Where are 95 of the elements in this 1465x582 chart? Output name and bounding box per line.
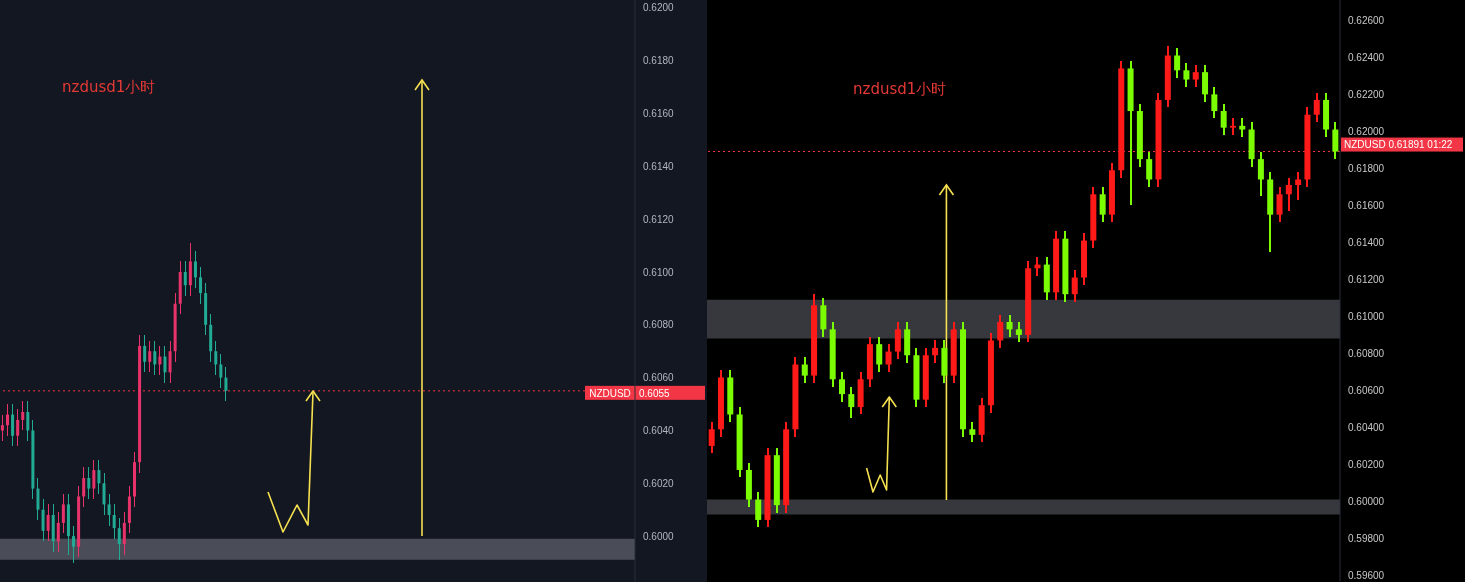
y-tick-label: 0.6120 [643,213,675,225]
y-tick-label: 0.62000 [1348,125,1385,137]
candlestick [1332,121,1339,161]
candlestick [1276,185,1283,224]
y-tick-label: 0.6040 [643,425,675,437]
candlestick [894,320,901,360]
candlestick [92,459,96,500]
candlestick [801,356,808,385]
candlestick [46,503,50,542]
candlestick [1239,117,1246,138]
y-tick-label: 0.6080 [643,319,675,331]
text: nzdusd1小时 [853,80,947,99]
y-tick-label: 0.6180 [643,55,675,67]
candlestick [21,400,25,431]
ref-line-label: NZDUSD [589,387,631,399]
candlestick [11,403,15,447]
y-tick-label: 0.60000 [1348,495,1385,507]
candlestick [107,493,111,527]
candlestick [1211,85,1218,120]
candlestick [163,345,167,384]
candlestick [112,503,116,540]
text: nzdusd1小时 [62,78,156,97]
y-tick-label: 0.61800 [1348,162,1385,174]
candlestick [969,420,976,444]
candlestick [932,339,939,364]
candlestick [1192,63,1199,88]
candlestick [122,511,126,556]
candlestick [153,340,157,376]
y-tick-label: 0.61200 [1348,273,1385,285]
candlestick [97,459,101,495]
candlestick [1257,150,1264,198]
candlestick [1099,185,1106,224]
candlestick [1174,47,1181,79]
candlestick [87,466,91,500]
candlestick [1229,117,1236,137]
y-tick-label: 0.6200 [643,2,675,14]
candlestick [1006,313,1013,338]
candlestick [26,400,30,442]
y-tick-label: 0.6060 [643,372,675,384]
candlestick [224,366,228,402]
y-tick-label: 0.62200 [1348,88,1385,100]
y-tick-label: 0.60400 [1348,421,1385,433]
candlestick [5,403,9,437]
y-tick-label: 0.60800 [1348,347,1385,359]
y-tick-label: 0.6140 [643,160,675,172]
candlestick [199,266,203,305]
y-tick-label: 0.6000 [643,530,675,542]
candlestick [117,517,121,561]
y-tick-label: 0.62600 [1348,14,1385,26]
candlestick [848,385,855,420]
candlestick [997,313,1004,349]
candlestick [72,525,76,564]
candlestick [148,340,152,373]
candlestick [839,370,845,403]
candlestick [1313,91,1320,124]
candlestick [0,414,4,442]
y-tick-label: 0.59600 [1348,570,1385,581]
candlestick [219,353,223,389]
y-tick-label: 0.61400 [1348,236,1385,248]
y-tick-label: 0.6160 [643,108,675,120]
candlestick [188,242,192,297]
y-tick-label: 0.60600 [1348,384,1385,396]
candlestick [36,477,40,521]
candlestick [102,472,106,516]
y-tick-label: 0.6020 [643,477,675,489]
candlestick [755,491,762,529]
candlestick [1220,102,1227,137]
candlestick [1202,63,1209,103]
price-tag: NZDUSD 0.61891 01:22 [1341,137,1463,152]
y-tick-label: 0.62400 [1348,51,1385,63]
y-tick-label: 0.59800 [1348,532,1385,544]
candlestick [56,511,60,553]
candlestick [143,334,147,373]
candlestick [1146,150,1153,188]
candlestick [41,498,45,542]
candlestick [1015,320,1022,344]
candlestick [1285,176,1292,212]
candlestick [876,335,883,373]
candlestick [885,343,892,373]
candlestick [16,408,20,447]
candlestick [1295,171,1302,201]
y-tick-label: 0.61000 [1348,310,1385,322]
candlestick [193,250,197,289]
candlestick [214,340,218,376]
candlestick [1183,61,1190,88]
y-tick-label: 0.6100 [643,266,675,278]
candlestick [82,466,86,508]
candlestick [708,420,715,455]
candlestick [61,493,65,534]
candlestick [183,260,187,297]
candlestick [1071,269,1078,303]
y-tick-label: 0.61600 [1348,199,1385,211]
price-tag: NZDUSD 0.6055 [585,385,705,400]
candlestick [168,340,172,384]
y-tick-label: 0.60200 [1348,458,1385,470]
